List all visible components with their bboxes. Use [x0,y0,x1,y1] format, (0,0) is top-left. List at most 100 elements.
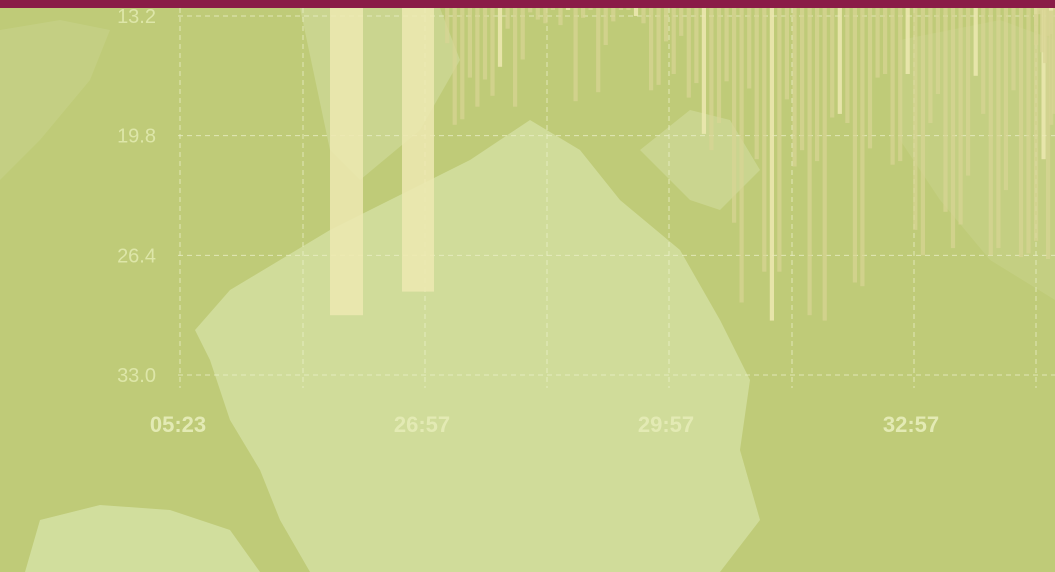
bar-27 [633,8,639,16]
bar-30 [656,8,661,85]
bar-80 [1034,8,1039,241]
x-tick-label-1: 26:57 [394,412,450,437]
land-shape-island [25,505,260,572]
bar-67 [935,8,940,94]
bar-60 [883,8,888,74]
bar-61 [890,8,895,165]
bar-62 [898,8,903,162]
x-tick-label-2: 29:57 [638,412,694,437]
bar-49 [800,8,805,151]
bar-76 [1003,8,1008,191]
bar-43 [754,8,759,160]
bar-99 [1049,8,1054,11]
bar-69 [950,8,956,249]
bar-24 [611,8,616,22]
bar-86 [1046,8,1051,259]
bar-13 [528,8,533,13]
bar-8 [490,8,495,96]
bar-12 [520,8,525,60]
bars [330,8,1055,321]
y-tick-label-1: 19.8 [117,126,156,148]
bar-11 [513,8,518,107]
bar-36 [701,8,706,134]
bar-44 [762,8,767,272]
bar-6 [475,8,480,107]
bar-4 [460,8,465,120]
bar-57 [860,8,865,287]
bar-92 [1049,8,1054,24]
bar-21 [588,8,593,10]
bar-34 [686,8,691,98]
bar-64 [913,8,918,230]
bar-55 [845,8,850,123]
bar-68 [943,8,948,212]
bar-42 [747,8,752,89]
bar-84 [1052,8,1055,114]
bar-25 [618,8,623,10]
bar-26 [626,8,631,10]
bar-46 [777,8,782,272]
bar-17 [558,8,563,26]
bar-81 [1041,8,1046,160]
bar-88 [1040,8,1045,53]
bar-7 [482,8,488,80]
bar-96 [1037,8,1042,15]
bar-14 [535,8,540,20]
bar-29 [649,8,654,91]
bar-20 [581,8,586,18]
bar-59 [875,8,880,78]
y-tick-label-2: 26.4 [117,245,156,267]
bar-53 [830,8,835,118]
land-shape-peninsula [640,110,760,210]
bar-0 [330,8,363,316]
bar-56 [852,8,857,283]
bar-51 [815,8,820,162]
bar-87 [1043,8,1048,64]
bar-50 [807,8,812,316]
bar-9 [497,8,503,67]
bar-95 [1040,8,1045,10]
bar-93 [1046,8,1051,36]
bar-22 [596,8,601,93]
bar-31 [664,8,669,42]
y-tick-label-3: 33.0 [117,365,156,387]
bar-45 [769,8,774,321]
bar-66 [928,8,933,123]
x-axis-ticks: 05:23 26:57 29:57 32:57 [150,412,939,437]
y-tick-label-0: 13.2 [117,6,156,28]
y-axis-ticks: 13.2 19.8 26.4 33.0 [117,6,156,387]
bar-48 [792,8,797,167]
bar-18 [565,8,571,10]
bar-1 [402,8,434,292]
bar-10 [505,8,510,29]
bar-16 [550,8,555,10]
bar-75 [996,8,1001,249]
bar-58 [867,8,873,149]
bar-23 [603,8,608,45]
bar-35 [694,8,699,84]
bar-82 [1049,8,1054,125]
bar-79 [1026,8,1031,254]
bar-94 [1043,8,1048,10]
x-tick-label-3: 32:57 [883,412,939,437]
bar-5 [467,8,472,78]
bar-77 [1011,8,1016,91]
bar-2 [445,8,450,44]
bar-41 [739,8,744,303]
bar-15 [543,8,548,24]
bar-54 [837,8,842,114]
bar-74 [988,8,993,256]
bar-78 [1018,8,1024,258]
bar-19 [573,8,578,102]
bar-28 [641,8,646,24]
bar-52 [822,8,827,321]
bar-33 [679,8,684,36]
x-tick-label-0: 05:23 [150,412,206,437]
bar-97 [1034,8,1039,45]
bar-63 [905,8,910,74]
bar-3 [452,8,457,125]
bar-73 [981,8,986,114]
top-accent-bar [0,0,1055,8]
bar-32 [671,8,676,74]
